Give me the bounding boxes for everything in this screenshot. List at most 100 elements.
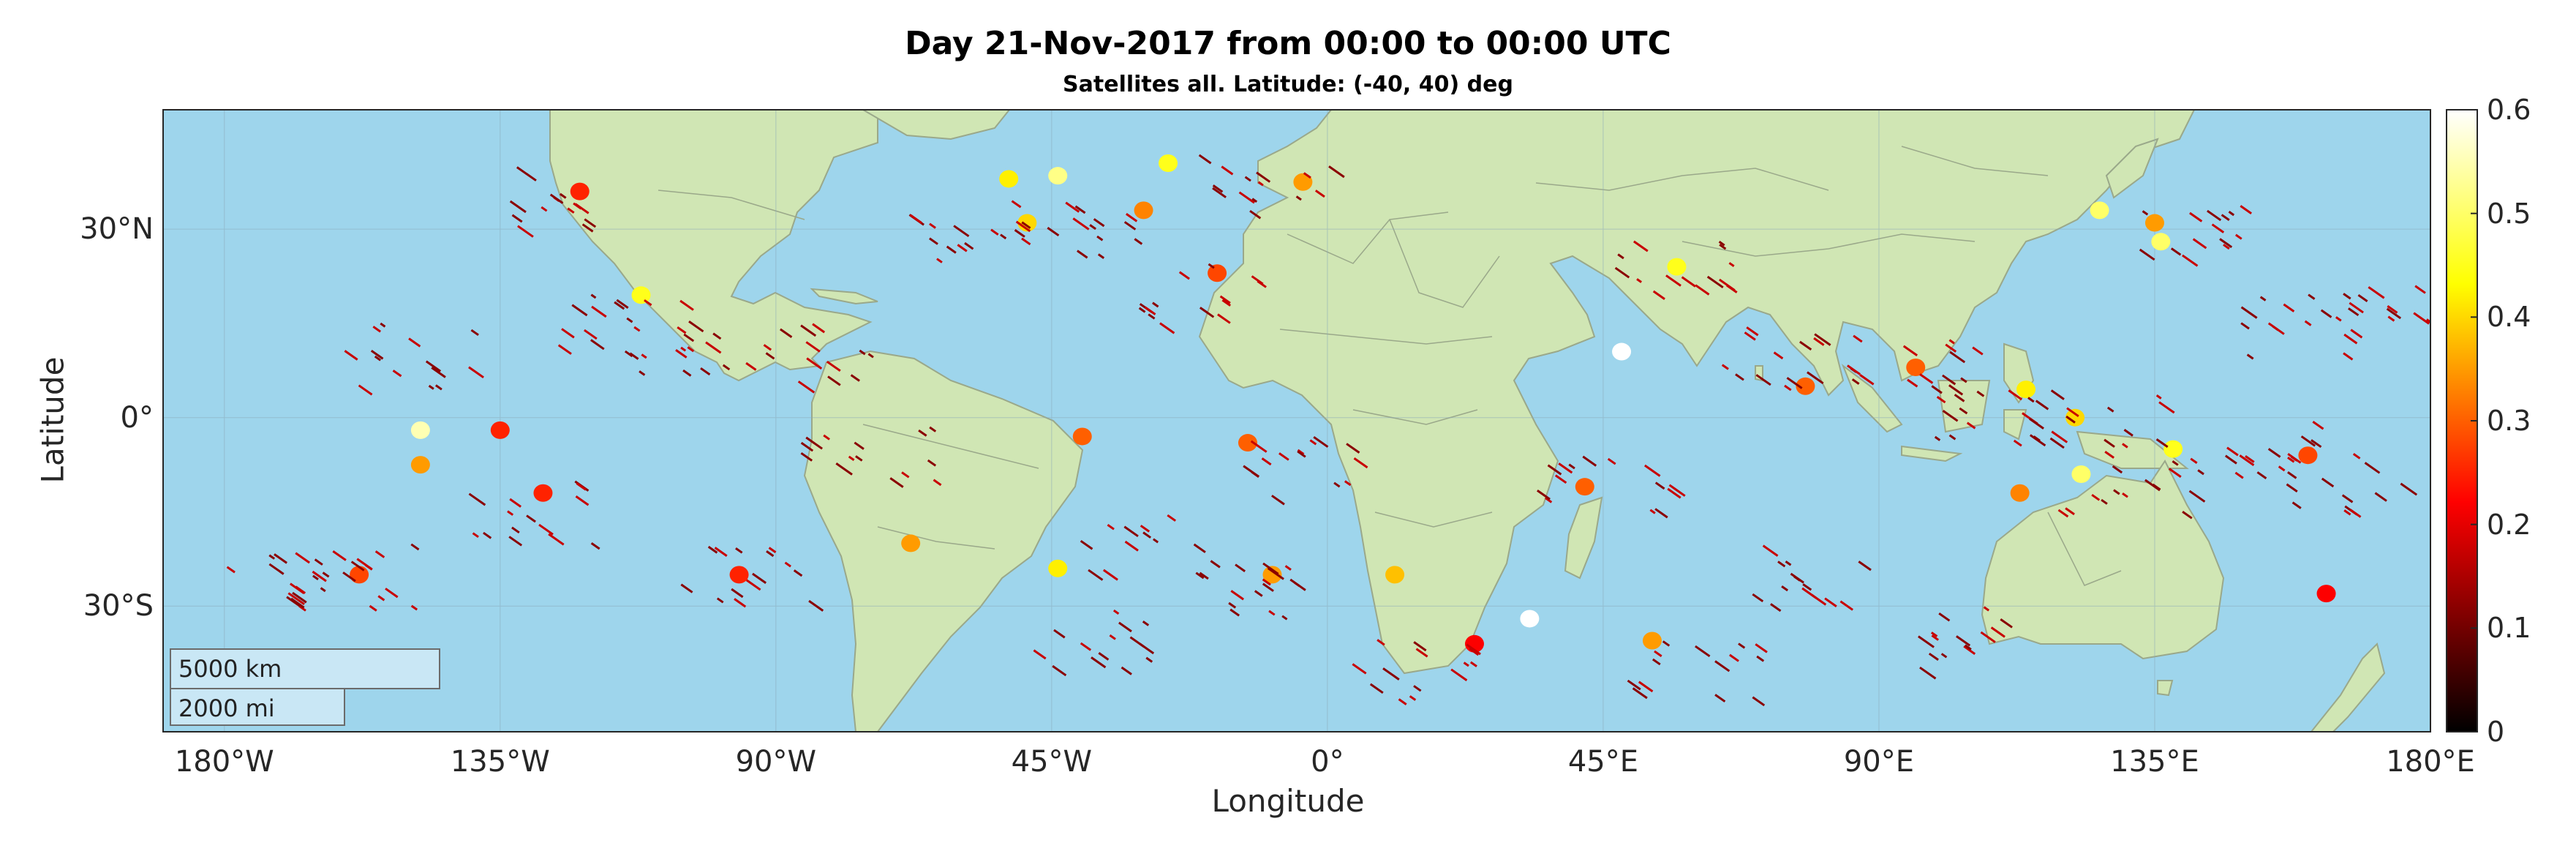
swath-streak — [1409, 695, 1417, 701]
swath-streak — [1695, 284, 1710, 296]
colorbar-tick-label: 0.4 — [2487, 301, 2531, 334]
swath-streak — [800, 324, 817, 337]
swath-streak — [574, 203, 590, 214]
swath-streak — [854, 441, 865, 450]
swath-streak — [1178, 271, 1190, 280]
swath-streak — [2221, 214, 2230, 222]
swath-streak — [616, 299, 629, 309]
swath-streak — [2343, 509, 2351, 516]
swath-streak — [1746, 326, 1759, 337]
swath-streak — [745, 361, 757, 371]
swath-streak — [2027, 397, 2035, 403]
data-point — [1667, 258, 1687, 276]
swath-streak — [1948, 339, 1955, 345]
swath-streak — [2357, 293, 2368, 302]
swath-streak — [1654, 650, 1662, 657]
swath-streak — [1195, 572, 1205, 580]
swath-streak — [2035, 400, 2049, 411]
swath-streak — [766, 550, 775, 558]
swath-streak — [644, 299, 652, 307]
swath-streak — [1413, 685, 1422, 692]
colorbar-tick-label: 0.6 — [2487, 94, 2531, 126]
swath-streak — [567, 207, 575, 214]
swath-streak — [2400, 482, 2418, 496]
swath-streak — [2189, 211, 2203, 222]
swath-streak — [1228, 602, 1237, 609]
data-point — [1293, 173, 1313, 191]
x-tick-label: 135°E — [2110, 745, 2199, 779]
swath-streak — [1940, 653, 1948, 659]
swath-streak — [1847, 364, 1861, 375]
swath-streak — [1065, 201, 1080, 213]
swath-streak — [468, 492, 486, 506]
swath-streak — [1972, 346, 1984, 356]
swath-streak — [1000, 233, 1007, 240]
swath-streak — [827, 375, 841, 386]
swath-streak — [590, 293, 597, 299]
swath-streak — [677, 326, 687, 334]
swath-streak — [1297, 450, 1306, 458]
swath-streak — [1244, 176, 1251, 182]
swath-streak — [927, 459, 937, 467]
new-zealand — [2310, 642, 2386, 732]
chart-subtitle: Satellites all. Latitude: (-40, 40) deg — [1063, 72, 1513, 97]
data-point — [1575, 478, 1594, 496]
swath-streak — [805, 436, 823, 450]
swath-streak — [765, 352, 775, 360]
x-tick-label: 45°W — [1011, 745, 1093, 779]
swath-streak — [290, 597, 305, 609]
swath-streak — [2291, 501, 2302, 509]
swath-streak — [1102, 569, 1118, 581]
swath-streak — [1080, 642, 1092, 651]
swath-streak — [1773, 351, 1784, 360]
data-point — [2065, 408, 2085, 427]
swath-streak — [2228, 211, 2235, 217]
swath-streak — [1636, 278, 1642, 283]
swath-streak — [2142, 210, 2149, 216]
colorbar-tick-label: 0.3 — [2487, 405, 2531, 437]
swath-streak — [1251, 198, 1258, 203]
swath-streak — [2431, 293, 2445, 303]
north-america — [549, 110, 878, 382]
y-tick-label: 30°S — [83, 589, 154, 623]
swath-streak — [2246, 353, 2254, 360]
y-axis-label: Latitude — [34, 356, 71, 484]
swath-streak — [2245, 454, 2255, 463]
swath-streak — [2104, 438, 2115, 448]
swath-streak — [374, 355, 382, 361]
swath-streak — [408, 337, 421, 348]
swath-streak — [1936, 396, 1946, 404]
swath-streak — [1802, 583, 1812, 591]
swath-streak — [2234, 471, 2244, 479]
swath-streak — [2387, 315, 2395, 322]
swath-streak — [1153, 538, 1159, 544]
swath-streak — [1284, 565, 1292, 571]
swath-streak — [1144, 306, 1156, 315]
swath-streak — [2123, 429, 2134, 437]
swath-streak — [1858, 561, 1872, 572]
swath-streak — [1262, 582, 1274, 592]
swath-streak — [1983, 606, 1990, 612]
swath-streak — [1617, 253, 1624, 260]
swath-streak — [2008, 389, 2023, 401]
swath-streak — [2259, 296, 2267, 301]
swath-streak — [1752, 593, 1764, 603]
swath-streak — [1934, 435, 1941, 441]
swath-streak — [1333, 482, 1341, 488]
swath-streak — [1839, 600, 1853, 611]
swath-streak — [624, 350, 633, 358]
swath-streak — [1954, 394, 1965, 402]
swath-streak — [1267, 567, 1284, 580]
swath-streak — [722, 364, 731, 371]
swath-streak — [2348, 307, 2360, 317]
swath-streak — [929, 237, 938, 245]
swath-streak — [1938, 612, 1951, 622]
swath-streak — [2343, 333, 2358, 345]
swath-streak — [549, 193, 564, 204]
swath-streak — [358, 384, 373, 396]
swath-streak — [2170, 247, 2182, 256]
swath-streak — [1752, 696, 1766, 707]
swath-streak — [953, 225, 970, 238]
swath-streak — [2168, 468, 2182, 478]
swath-streak — [2240, 322, 2250, 330]
